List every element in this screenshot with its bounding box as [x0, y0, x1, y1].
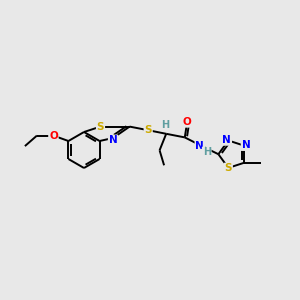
Text: N: N: [109, 135, 118, 146]
Text: N: N: [242, 140, 250, 150]
Text: S: S: [144, 125, 152, 135]
Text: N: N: [195, 141, 204, 151]
Text: H: H: [160, 120, 169, 130]
Text: N: N: [223, 135, 231, 145]
Text: O: O: [183, 117, 192, 127]
Text: H: H: [202, 147, 211, 158]
Text: O: O: [49, 130, 58, 141]
Text: S: S: [97, 122, 104, 132]
Text: S: S: [225, 164, 232, 173]
